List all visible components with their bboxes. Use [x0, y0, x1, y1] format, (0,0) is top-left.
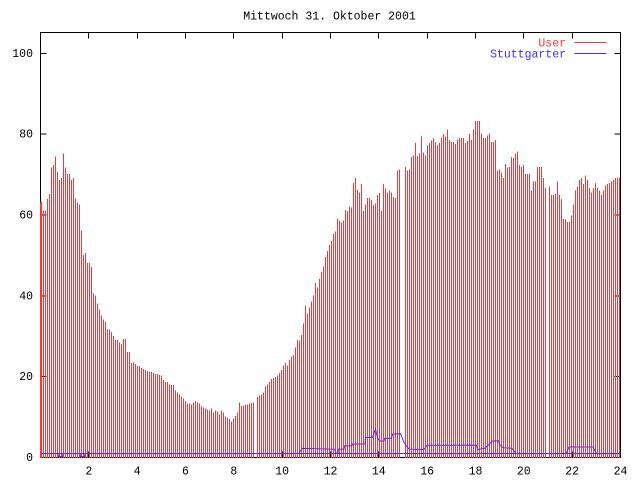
svg-text:16: 16 [420, 466, 434, 479]
svg-text:100: 100 [12, 48, 33, 61]
svg-text:8: 8 [230, 466, 237, 479]
svg-text:User: User [538, 38, 566, 51]
svg-text:18: 18 [469, 466, 483, 479]
svg-text:12: 12 [324, 466, 338, 479]
svg-text:0: 0 [26, 452, 33, 465]
svg-text:20: 20 [517, 466, 531, 479]
svg-text:40: 40 [19, 290, 33, 303]
svg-text:6: 6 [182, 466, 189, 479]
svg-text:4: 4 [134, 466, 141, 479]
svg-text:80: 80 [19, 129, 33, 142]
svg-text:14: 14 [372, 466, 386, 479]
svg-text:60: 60 [19, 210, 33, 223]
svg-text:Stuttgarter: Stuttgarter [490, 49, 566, 62]
svg-text:2: 2 [85, 466, 92, 479]
svg-text:24: 24 [614, 466, 628, 479]
svg-text:Mittwoch 31. Oktober 2001: Mittwoch 31. Oktober 2001 [243, 11, 416, 24]
svg-text:22: 22 [565, 466, 579, 479]
svg-text:10: 10 [275, 466, 289, 479]
svg-text:20: 20 [19, 371, 33, 384]
